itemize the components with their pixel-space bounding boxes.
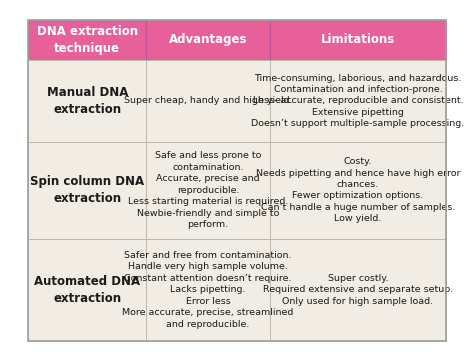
Bar xyxy=(146,20,270,60)
Text: Manual DNA
extraction: Manual DNA extraction xyxy=(46,86,128,116)
Text: Safe and less prone to
contamination.
Accurate, precise and
reproducible.
Less s: Safe and less prone to contamination. Ac… xyxy=(128,151,288,229)
Bar xyxy=(28,20,446,341)
Bar xyxy=(270,239,446,341)
Text: Advantages: Advantages xyxy=(169,33,247,47)
Text: Time-consuming, laborious, and hazardous.
Contamination and infection-prone.
Les: Time-consuming, laborious, and hazardous… xyxy=(251,73,465,129)
Text: Spin column DNA
extraction: Spin column DNA extraction xyxy=(30,175,144,205)
Text: Super cheap, handy and high yield.: Super cheap, handy and high yield. xyxy=(124,97,292,105)
Bar xyxy=(28,239,146,341)
Text: Super costly.
Required extensive and separate setup.
Only used for high sample l: Super costly. Required extensive and sep… xyxy=(263,274,453,306)
Bar xyxy=(270,142,446,239)
Bar xyxy=(28,142,146,239)
Bar xyxy=(270,20,446,60)
Bar xyxy=(270,60,446,142)
Bar xyxy=(28,20,146,60)
Text: Automated DNA
extraction: Automated DNA extraction xyxy=(34,275,140,305)
Bar xyxy=(146,239,270,341)
Bar xyxy=(146,60,270,142)
Text: DNA extraction
technique: DNA extraction technique xyxy=(36,25,138,55)
Text: Limitations: Limitations xyxy=(321,33,395,47)
Bar xyxy=(146,142,270,239)
Text: Costy.
Needs pipetting and hence have high error
chances.
Fewer optimization opt: Costy. Needs pipetting and hence have hi… xyxy=(255,157,460,223)
Text: Safer and free from contamination.
Handle very high sample volume.
Constant atte: Safer and free from contamination. Handl… xyxy=(122,251,294,329)
Bar xyxy=(28,60,146,142)
